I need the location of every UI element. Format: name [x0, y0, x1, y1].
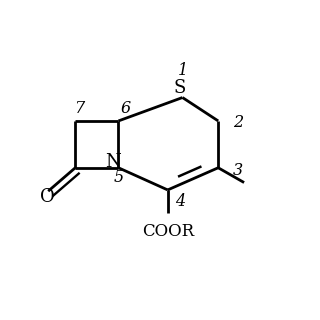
Text: S: S	[174, 79, 186, 97]
Text: 3: 3	[233, 162, 243, 179]
Text: 6: 6	[121, 100, 131, 117]
Text: COOR: COOR	[142, 223, 194, 240]
Text: O: O	[40, 188, 54, 206]
Text: N: N	[106, 153, 121, 171]
Text: 7: 7	[74, 100, 84, 117]
Text: 2: 2	[233, 114, 243, 131]
Text: 5: 5	[113, 169, 124, 186]
Text: 1: 1	[177, 62, 188, 79]
Text: 4: 4	[175, 193, 185, 210]
